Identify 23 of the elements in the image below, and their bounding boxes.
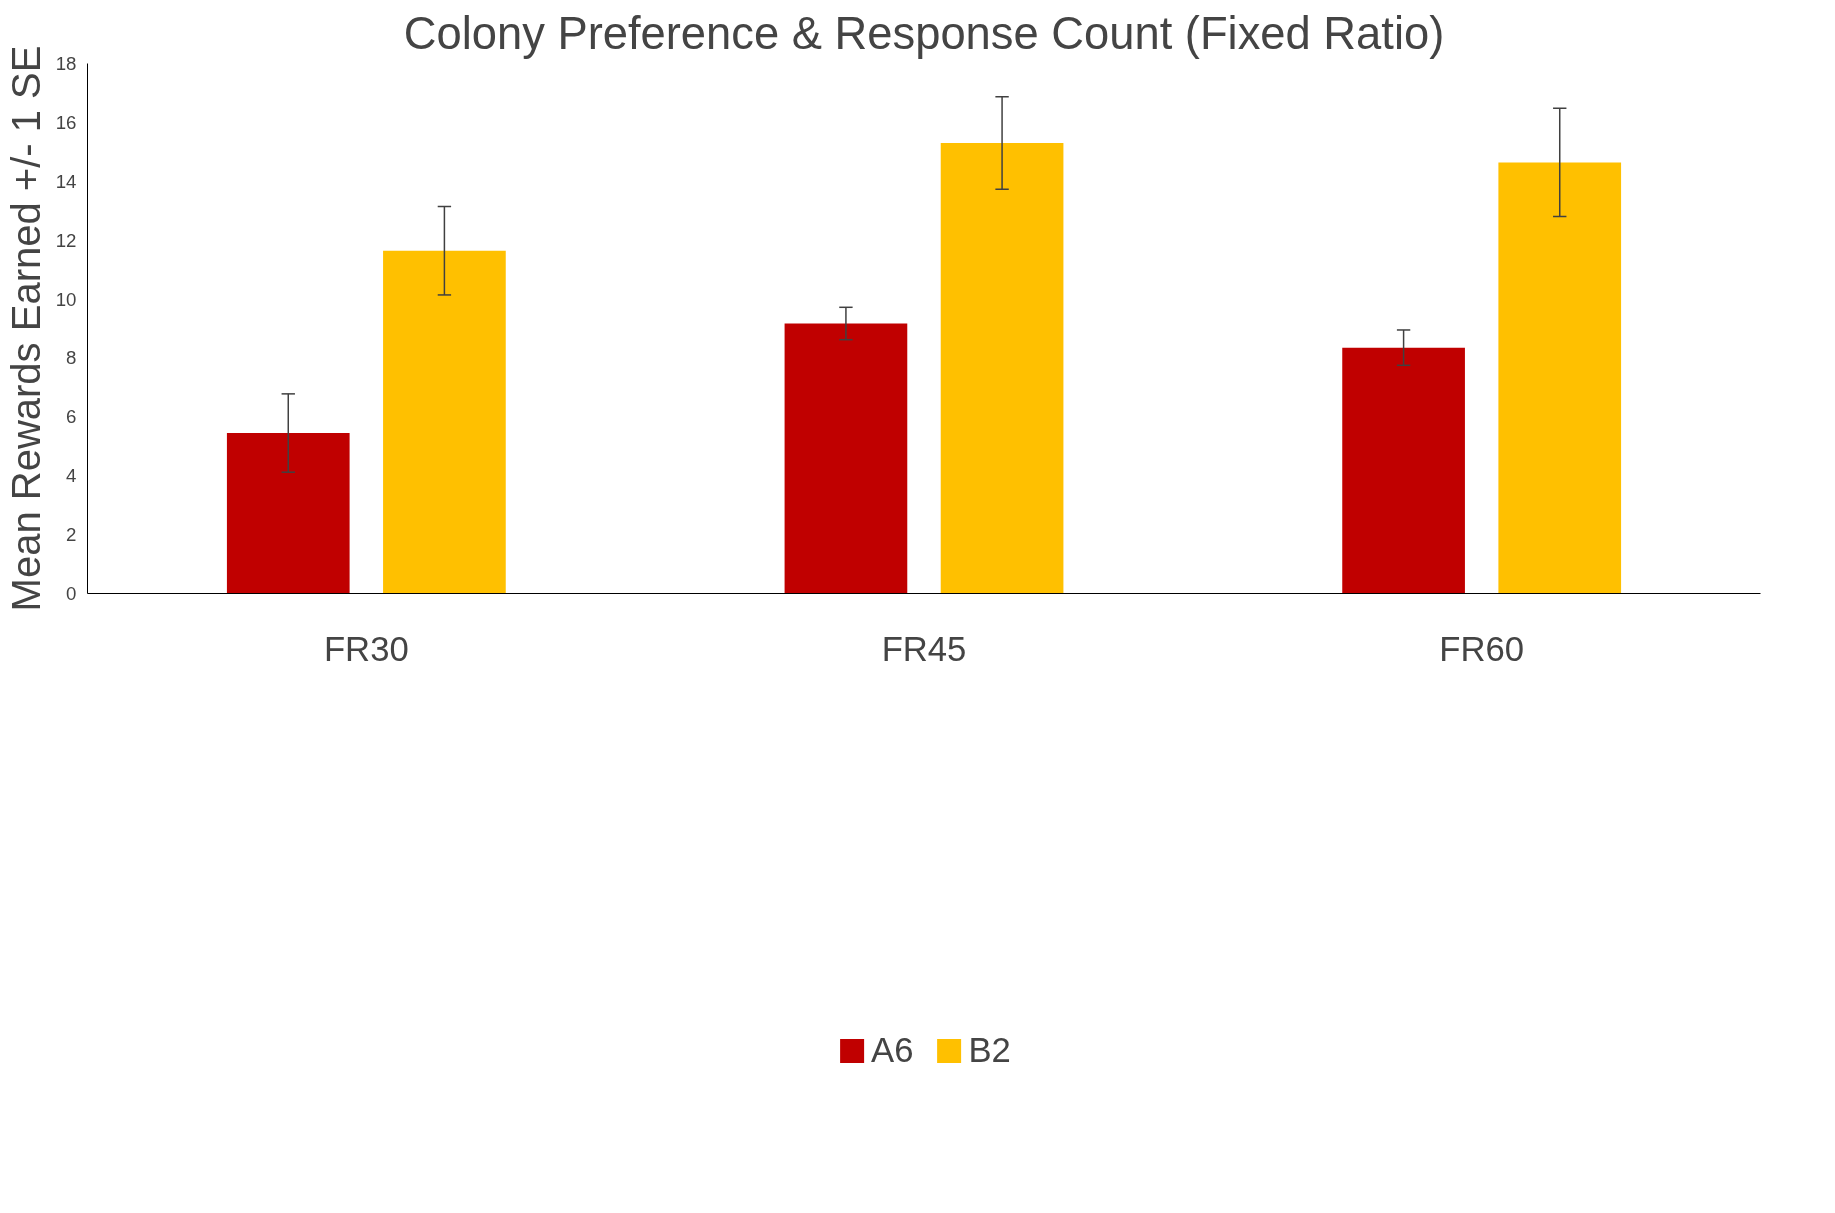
y-tick-label: 2: [66, 524, 77, 546]
y-tick-label: 0: [66, 583, 77, 604]
chart-title: Colony Preference & Response Count (Fixed Ratio): [403, 7, 1445, 59]
x-tick-label: FR45: [881, 629, 967, 668]
bar: [1498, 162, 1622, 594]
x-tick-label: FR60: [1439, 629, 1525, 668]
y-tick-label: 8: [66, 347, 77, 369]
bar: [940, 143, 1064, 594]
y-tick-label: 4: [66, 465, 77, 487]
legend-label: A6: [871, 1030, 914, 1070]
legend-label: B2: [968, 1030, 1011, 1070]
y-axis-title: Mean Rewards Earned +/- 1 SE: [3, 45, 48, 612]
y-tick-label: 6: [66, 406, 77, 428]
bar: [383, 250, 506, 594]
y-tick-label: 12: [55, 229, 77, 251]
bar: [226, 433, 350, 594]
bar: [1342, 347, 1465, 594]
y-tick-label: 14: [55, 170, 77, 192]
bar: [784, 323, 908, 594]
x-tick-label: FR30: [323, 629, 409, 668]
y-tick-label: 10: [55, 288, 77, 310]
y-tick-label: 16: [55, 111, 77, 133]
y-tick-label: 18: [55, 53, 77, 74]
